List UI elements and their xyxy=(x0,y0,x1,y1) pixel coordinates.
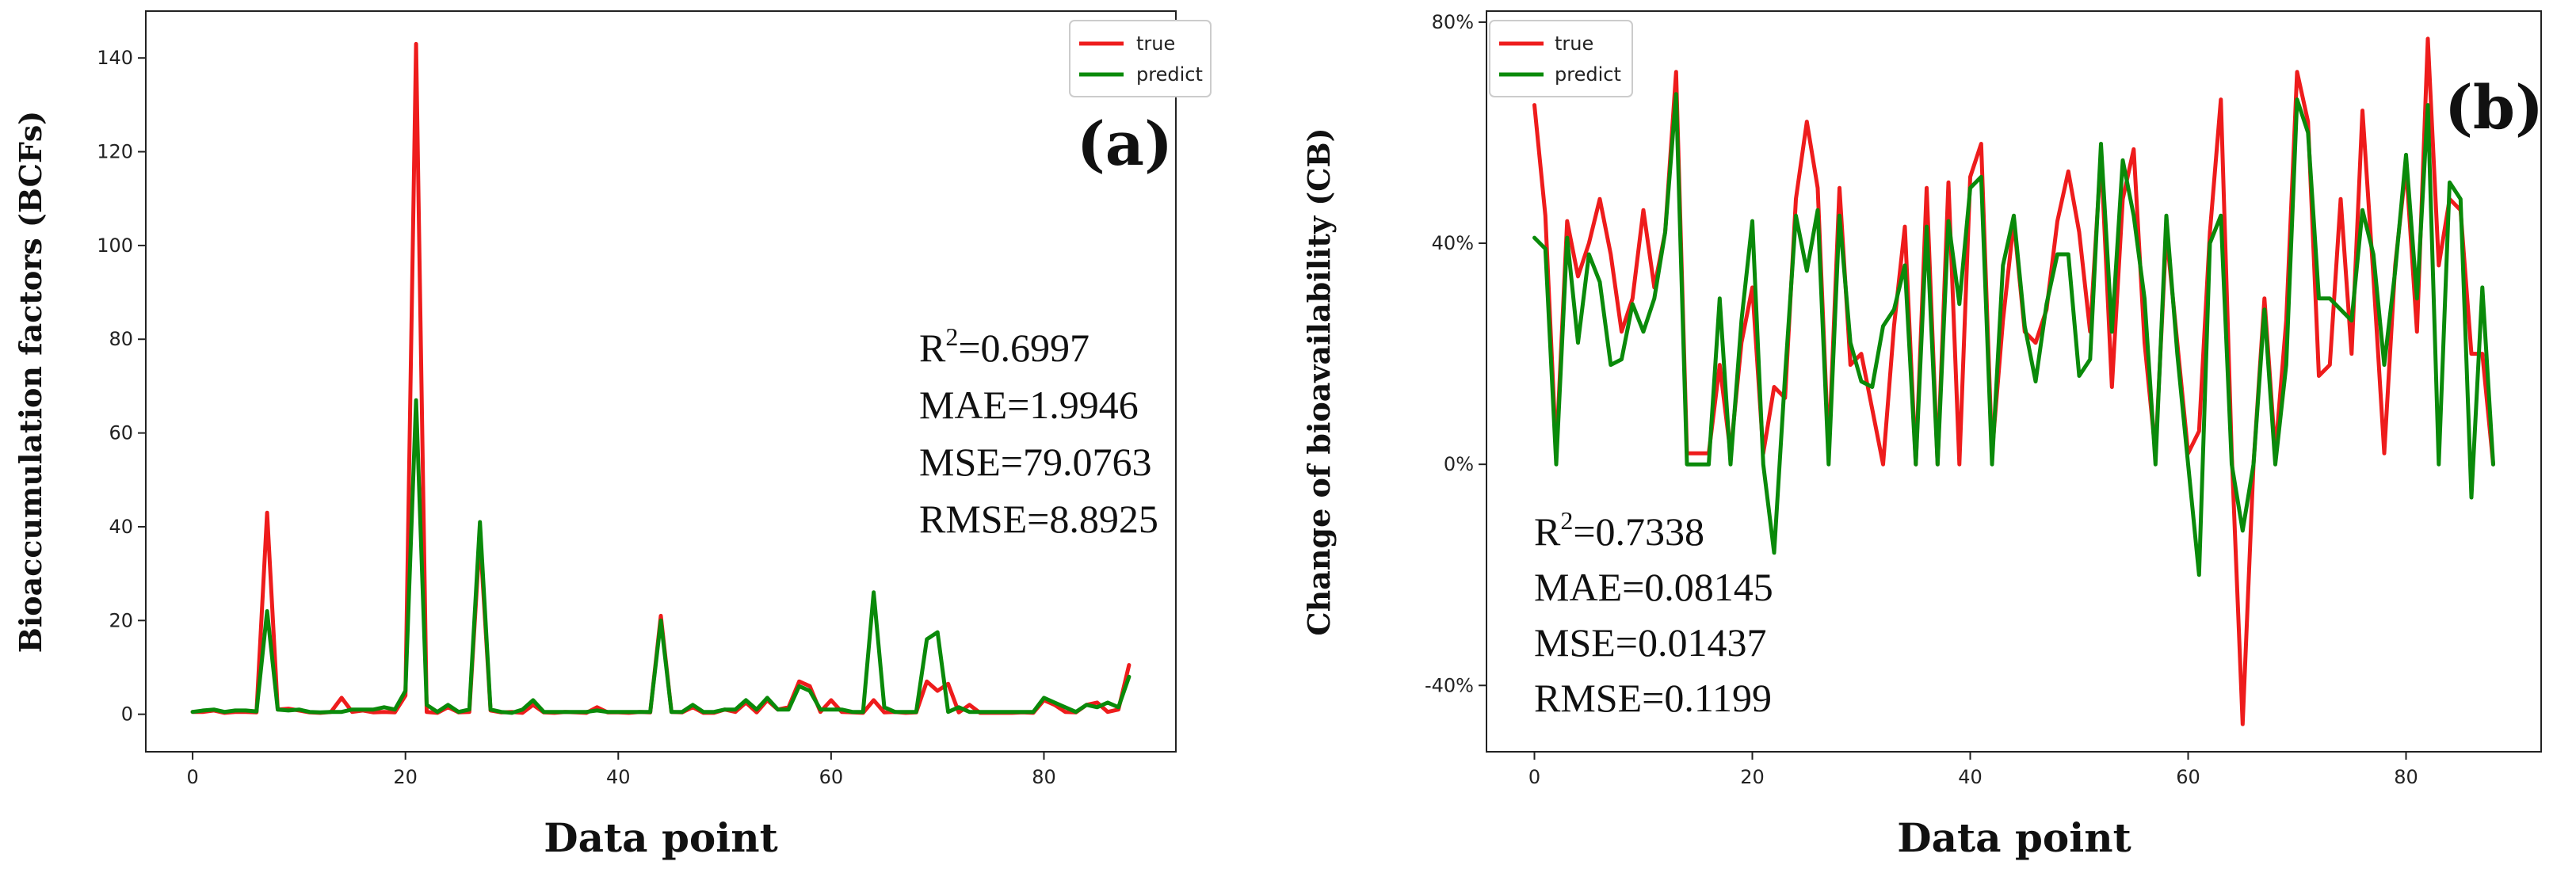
panel-b-lines xyxy=(1532,36,2495,726)
panel-a-y-tick-label-4: 80 xyxy=(109,328,133,350)
panel-b-y-tick-label-1: 0% xyxy=(1444,453,1474,475)
panel-a-y-tick-label-0: 0 xyxy=(121,703,133,726)
panel-a-x-tick-label-1: 20 xyxy=(393,766,418,788)
panel-b: 0 20 40 60 80 -40% 0% 40% 80% true predict (b) R… xyxy=(1301,10,2544,861)
panel-b-x-axis-title: Data point xyxy=(1897,814,2131,861)
panel-b-metric-r2-base: R xyxy=(1534,509,1561,554)
panel-a-series-true-line xyxy=(190,41,1132,715)
panel-b-metric-mae: MAE=0.08145 xyxy=(1534,565,1773,609)
panel-a-ticks: 0 20 40 60 80 0 20 40 60 80 100 120 140 xyxy=(97,47,1056,788)
panel-a-y-tick-label-5: 100 xyxy=(97,234,133,257)
panel-a-metric-mae: MAE=1.9946 xyxy=(919,383,1139,427)
panel-b-x-tick-label-4: 80 xyxy=(2394,766,2418,788)
panel-b-x-tick-label-0: 0 xyxy=(1528,766,1540,788)
panel-a: 0 20 40 60 80 0 20 40 60 80 100 120 140 true predict… xyxy=(13,10,1212,861)
panel-b-y-tick-label-3: 80% xyxy=(1432,11,1474,33)
panel-a-series-predict-line xyxy=(190,398,1132,715)
panel-a-y-tick-label-3: 60 xyxy=(109,422,133,444)
panel-a-y-tick-label-7: 140 xyxy=(97,47,133,69)
panel-b-legend-box xyxy=(1489,20,1633,97)
panel-a-frame xyxy=(145,10,1177,753)
panel-a-metric-r2-value: =0.6997 xyxy=(958,326,1090,370)
panel-b-y-axis-title: Change of bioavailability (CB) xyxy=(1301,128,1337,635)
panel-b-frame xyxy=(1486,10,2542,753)
panel-a-metric-rmse: RMSE=8.8925 xyxy=(919,497,1158,541)
panel-a-metric-r2: R2=0.6997 xyxy=(919,322,1090,370)
panel-a-y-axis-title: Bioaccumulation factors (BCFs) xyxy=(13,111,48,654)
panel-b-x-tick-label-3: 60 xyxy=(2176,766,2200,788)
panel-b-legend: true predict xyxy=(1489,20,1633,97)
panel-b-metric-r2-sup: 2 xyxy=(1560,506,1573,535)
panel-a-y-tick-label-1: 20 xyxy=(109,609,133,631)
panel-b-series-predict-line xyxy=(1532,92,2495,577)
panel-a-metric-r2-sup: 2 xyxy=(945,322,958,351)
panel-a-lines xyxy=(190,41,1132,715)
panel-b-metric-rmse: RMSE=0.1199 xyxy=(1534,676,1772,720)
panel-b-metric-mse: MSE=0.01437 xyxy=(1534,620,1767,665)
panel-b-y-tick-label-2: 40% xyxy=(1432,232,1474,254)
panel-a-x-tick-label-4: 80 xyxy=(1032,766,1056,788)
panel-a-x-tick-label-2: 40 xyxy=(606,766,631,788)
panel-a-label: (a) xyxy=(1077,109,1173,179)
panel-a-legend-box xyxy=(1069,20,1212,97)
panel-a-legend: true predict xyxy=(1069,20,1212,97)
panel-a-y-tick-label-2: 40 xyxy=(109,516,133,538)
panel-b-x-tick-label-1: 20 xyxy=(1740,766,1765,788)
panel-a-x-tick-label-3: 60 xyxy=(819,766,844,788)
panel-a-x-tick-label-0: 0 xyxy=(186,766,198,788)
panel-b-y-tick-label-0: -40% xyxy=(1425,674,1474,696)
panel-a-metric-mse: MSE=79.0763 xyxy=(919,440,1152,484)
panel-a-metric-r2-base: R xyxy=(919,326,946,370)
panel-b-legend-label-predict: predict xyxy=(1555,63,1621,86)
panel-b-metric-r2: R2=0.7338 xyxy=(1534,506,1704,554)
panel-b-metric-r2-value: =0.7338 xyxy=(1573,509,1704,554)
panel-a-x-axis-title: Data point xyxy=(544,814,777,861)
panel-a-legend-label-true: true xyxy=(1136,32,1175,55)
panel-a-legend-label-predict: predict xyxy=(1136,63,1203,86)
panel-b-x-tick-label-2: 40 xyxy=(1958,766,1983,788)
panel-b-label: (b) xyxy=(2444,72,2544,143)
panel-b-ticks: 0 20 40 60 80 -40% 0% 40% 80% xyxy=(1425,11,2418,788)
panel-a-y-tick-label-6: 120 xyxy=(97,141,133,163)
panel-b-legend-label-true: true xyxy=(1555,32,1593,55)
